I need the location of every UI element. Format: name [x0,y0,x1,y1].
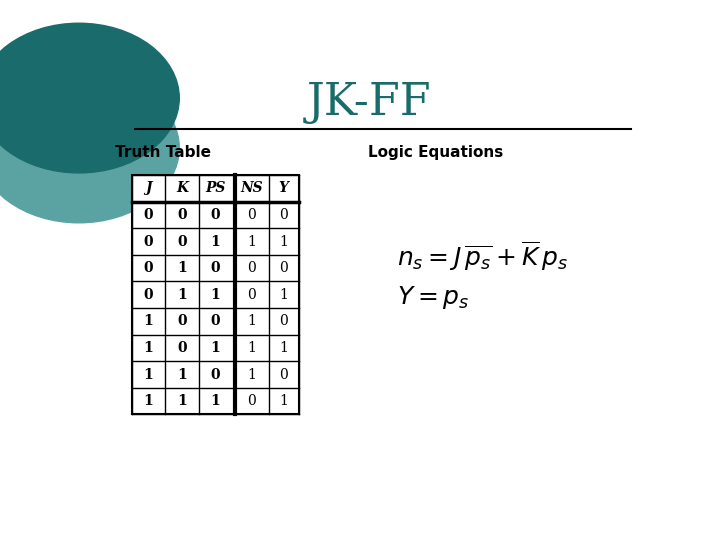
Text: K: K [176,181,188,195]
Text: Logic Equations: Logic Equations [369,145,503,160]
Text: 1: 1 [248,368,256,382]
Text: 1: 1 [279,234,288,248]
Text: 0: 0 [211,208,220,222]
Text: 1: 1 [279,288,288,302]
Text: 1: 1 [211,288,220,302]
Text: 0: 0 [279,368,288,382]
Text: 0: 0 [211,261,220,275]
Circle shape [0,23,179,173]
Text: 0: 0 [177,208,187,222]
Text: NS: NS [240,181,263,195]
Text: Y: Y [279,181,289,195]
Text: 0: 0 [177,234,187,248]
Text: 0: 0 [279,208,288,222]
Text: 1: 1 [248,314,256,328]
Text: 1: 1 [248,234,256,248]
Text: 1: 1 [211,341,220,355]
Text: 1: 1 [177,368,187,382]
Text: JK-FF: JK-FF [307,80,431,124]
Text: 0: 0 [248,261,256,275]
Text: 1: 1 [279,394,288,408]
Text: 1: 1 [144,341,153,355]
Text: 1: 1 [144,314,153,328]
Text: 0: 0 [144,234,153,248]
Text: 1: 1 [279,341,288,355]
Text: J: J [145,181,152,195]
Circle shape [0,73,179,223]
FancyBboxPatch shape [132,175,300,415]
Text: 1: 1 [211,234,220,248]
Text: 0: 0 [144,208,153,222]
Text: Truth Table: Truth Table [114,145,210,160]
Text: 1: 1 [144,368,153,382]
Text: 0: 0 [248,208,256,222]
Text: 1: 1 [177,261,187,275]
Text: 1: 1 [248,341,256,355]
Text: 0: 0 [279,314,288,328]
Text: 1: 1 [177,288,187,302]
Text: $n_s = J\,\overline{p_s} + \overline{K}\,p_s$: $n_s = J\,\overline{p_s} + \overline{K}\… [397,239,568,273]
Text: PS: PS [205,181,226,195]
Text: 0: 0 [144,261,153,275]
Text: 1: 1 [211,394,220,408]
Text: 1: 1 [144,394,153,408]
Text: 0: 0 [144,288,153,302]
Text: 0: 0 [177,314,187,328]
Text: 0: 0 [248,288,256,302]
Text: 0: 0 [177,341,187,355]
Text: 0: 0 [211,368,220,382]
Text: 1: 1 [177,394,187,408]
Text: $Y = p_s$: $Y = p_s$ [397,284,469,311]
Text: 0: 0 [248,394,256,408]
Text: 0: 0 [279,261,288,275]
Text: 0: 0 [211,314,220,328]
